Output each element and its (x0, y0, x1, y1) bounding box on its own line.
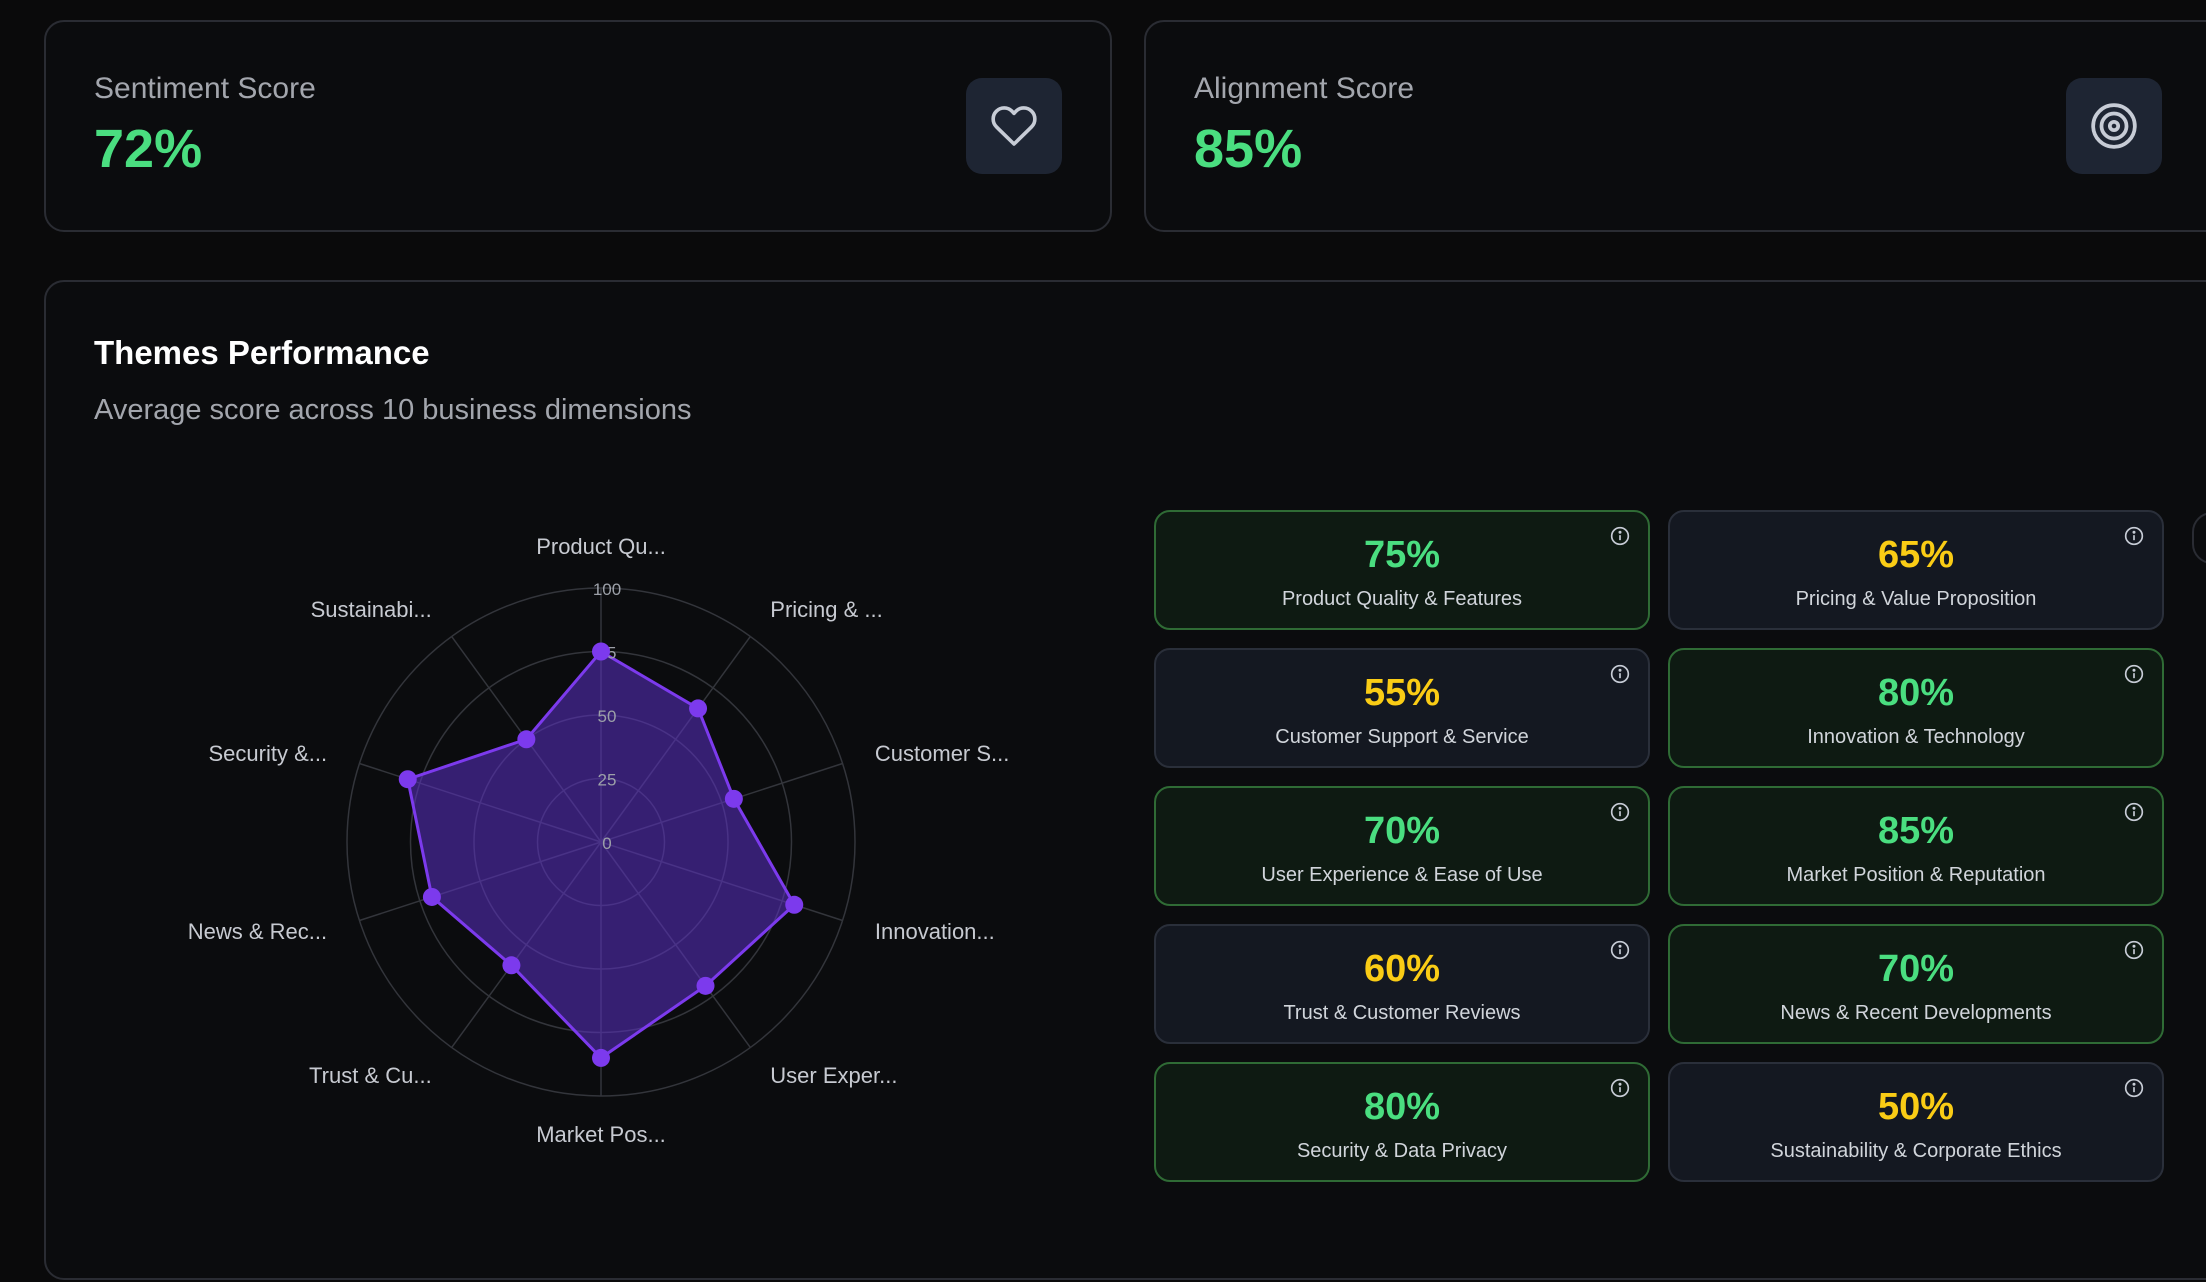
radar-axis-label: Innovation... (875, 919, 995, 944)
info-icon[interactable] (1610, 940, 1630, 960)
radar-tick-label: 0 (602, 834, 611, 853)
theme-name: Customer Support & Service (1275, 726, 1529, 748)
radar-axis-label: Customer S... (875, 741, 1009, 766)
theme-name: User Experience & Ease of Use (1261, 864, 1543, 886)
radar-axis-label: User Exper... (770, 1063, 897, 1088)
theme-score: 55% (1363, 672, 1441, 714)
radar-point (696, 976, 715, 995)
theme-tile[interactable]: 80% Innovation & Technology (1668, 648, 2164, 768)
theme-tile[interactable]: 70% News & Recent Developments (1668, 924, 2164, 1044)
theme-score: 70% (1363, 810, 1441, 852)
theme-tile[interactable]: 75% Product Quality & Features (1154, 510, 1650, 630)
theme-name: Sustainability & Corporate Ethics (1770, 1140, 2062, 1162)
radar-axis-label: News & Rec... (188, 919, 327, 944)
radar-axis-label: Security &... (209, 741, 328, 766)
sentiment-score-card: Sentiment Score 72% (44, 20, 1112, 232)
themes-subtitle: Average score across 10 business dimensi… (94, 394, 692, 426)
info-icon[interactable] (1610, 664, 1630, 684)
radar-point (517, 730, 536, 749)
radar-point (724, 789, 743, 808)
radar-tick-label: 100 (593, 580, 621, 599)
heart-icon (966, 78, 1062, 174)
theme-tile[interactable]: 55% Customer Support & Service (1154, 648, 1650, 768)
radar-tick-label: 25 (598, 771, 617, 790)
alignment-score-card: Alignment Score 85% (1144, 20, 2206, 232)
theme-name: Security & Data Privacy (1296, 1140, 1508, 1162)
theme-name: Pricing & Value Proposition (1795, 588, 2037, 610)
theme-tile[interactable]: 80% Security & Data Privacy (1154, 1062, 1650, 1182)
info-icon[interactable] (2124, 1078, 2144, 1098)
theme-tile[interactable]: 85% Market Position & Reputation (1668, 786, 2164, 906)
radar-axis-label: Product Qu... (536, 534, 666, 559)
theme-score: 85% (1877, 810, 1955, 852)
theme-tile[interactable]: 60% Trust & Customer Reviews (1154, 924, 1650, 1044)
radar-point (785, 895, 804, 914)
radar-point (422, 887, 441, 906)
theme-score: 60% (1363, 948, 1441, 990)
radar-axis-label: Market Pos... (536, 1122, 666, 1147)
info-icon[interactable] (1610, 802, 1630, 822)
theme-tile[interactable]: 70% User Experience & Ease of Use (1154, 786, 1650, 906)
radar-tick-label: 50 (598, 707, 617, 726)
theme-score: 65% (1877, 534, 1955, 576)
radar-point (398, 770, 417, 789)
info-icon[interactable] (2124, 664, 2144, 684)
theme-score: 80% (1877, 672, 1955, 714)
theme-score: 80% (1363, 1086, 1441, 1128)
theme-name: Market Position & Reputation (1786, 864, 2046, 886)
theme-name: Trust & Customer Reviews (1283, 1002, 1521, 1024)
radar-axis-label: Pricing & ... (770, 597, 882, 622)
theme-name: News & Recent Developments (1780, 1002, 2052, 1024)
radar-point (592, 1048, 610, 1067)
info-icon[interactable] (1610, 1078, 1630, 1098)
target-icon (2066, 78, 2162, 174)
theme-score: 70% (1877, 948, 1955, 990)
info-icon[interactable] (1610, 526, 1630, 546)
theme-tile[interactable]: 65% Pricing & Value Proposition (1668, 510, 2164, 630)
radar-point (502, 956, 521, 975)
radar-point (689, 699, 708, 718)
theme-score: 75% (1363, 534, 1441, 576)
radar-chart: 0255075100Product Qu...Pricing & ...Cust… (188, 534, 1010, 1147)
theme-name: Product Quality & Features (1281, 588, 1523, 610)
theme-score: 50% (1877, 1086, 1955, 1128)
info-icon[interactable] (2124, 940, 2144, 960)
sentiment-score-value: 72% (94, 119, 203, 179)
theme-tile[interactable]: 50% Sustainability & Corporate Ethics (1668, 1062, 2164, 1182)
themes-performance-card: Themes Performance Average score across … (44, 280, 2206, 1280)
alignment-score-label: Alignment Score (1194, 72, 1415, 105)
alignment-score-value: 85% (1194, 119, 1303, 179)
radar-axis-label: Sustainabi... (311, 597, 432, 622)
radar-axis-label: Trust & Cu... (309, 1063, 432, 1088)
info-icon[interactable] (2124, 526, 2144, 546)
radar-point (592, 642, 610, 661)
theme-name: Innovation & Technology (1807, 726, 2025, 748)
info-icon[interactable] (2124, 802, 2144, 822)
sentiment-score-label: Sentiment Score (94, 72, 316, 105)
themes-title: Themes Performance (94, 334, 430, 371)
